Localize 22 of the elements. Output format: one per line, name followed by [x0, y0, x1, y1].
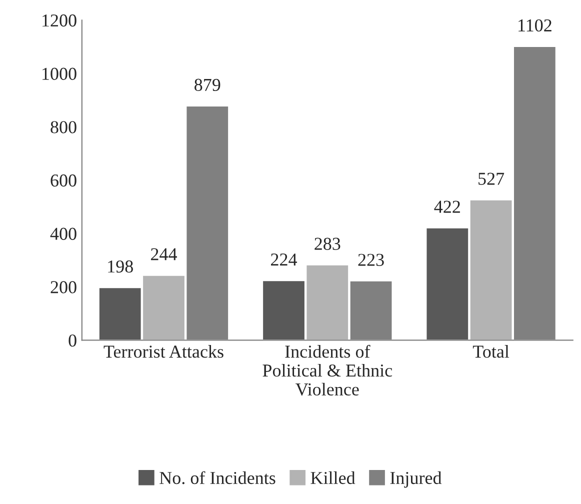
legend-label: Injured — [390, 471, 442, 488]
data-label: 224 — [271, 254, 298, 266]
y-tick-label: 1200 — [42, 14, 76, 27]
y-tick-label: 600 — [50, 174, 76, 187]
y-tick-label: 0 — [68, 334, 76, 347]
data-label: 244 — [150, 248, 178, 260]
data-label: 198 — [108, 260, 133, 273]
x-tick-label: Total — [472, 345, 510, 358]
y-tick-label: 400 — [50, 228, 76, 240]
data-label: 223 — [358, 254, 384, 266]
legend-label: No. of Incidents — [160, 471, 276, 484]
x-tick-label: Incidents of Political & Ethnic Violence — [262, 344, 392, 396]
x-tick-label: Terrorist Attacks — [104, 345, 224, 358]
data-label: 283 — [314, 238, 340, 250]
y-tick-label: 800 — [50, 121, 76, 134]
legend-label: Killed — [310, 471, 356, 484]
y-tick-label: 1000 — [42, 68, 76, 80]
data-label: 879 — [194, 78, 220, 91]
data-label: 527 — [478, 172, 504, 185]
y-tick-label: 200 — [50, 281, 76, 294]
data-label: 422 — [434, 200, 460, 213]
data-label: 1102 — [518, 19, 552, 32]
